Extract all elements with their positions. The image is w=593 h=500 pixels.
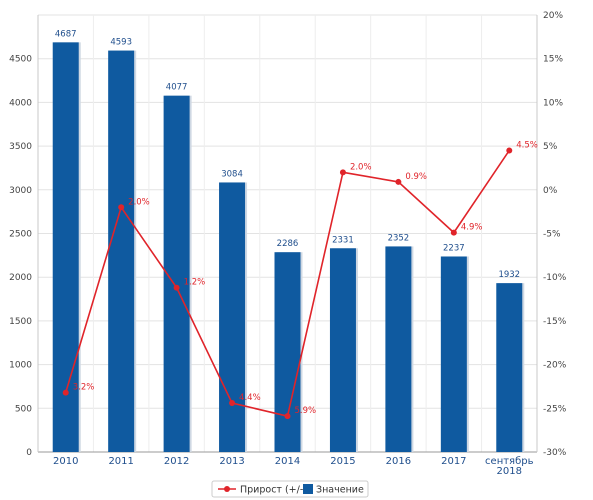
y-right-tick-label: 20% xyxy=(543,11,563,21)
x-tick-label: 2014 xyxy=(275,456,300,467)
bar-value-label: 2352 xyxy=(388,233,410,243)
growth-point xyxy=(118,204,125,211)
legend: Прирост (+/-) Значение xyxy=(211,480,369,498)
bar-value-label: 3084 xyxy=(221,169,243,179)
growth-value-label: 4.9% xyxy=(461,223,483,233)
legend-box xyxy=(211,480,369,498)
y-left-tick-label: 3500 xyxy=(9,142,32,152)
y-left-tick-label: 4000 xyxy=(9,98,32,108)
x-tick-label: 2012 xyxy=(164,456,189,467)
y-left-tick-label: 4500 xyxy=(9,55,32,65)
y-right-tick-label: 0% xyxy=(543,186,558,196)
y-right-tick-label: 10% xyxy=(543,98,563,108)
growth-value-label: 2.0% xyxy=(128,197,150,207)
y-right-tick-label: 5% xyxy=(543,142,558,152)
x-tick-label: 2018 xyxy=(497,466,522,477)
growth-value-label: 1.2% xyxy=(184,278,206,288)
growth-value-label: 0.9% xyxy=(405,172,427,182)
legend-bar-swatch xyxy=(303,484,313,494)
bar xyxy=(496,283,523,452)
y-right-tick-label: -15% xyxy=(543,317,567,327)
growth-value-label: 5.9% xyxy=(295,406,317,416)
growth-point xyxy=(339,169,346,176)
y-left-tick-label: 1000 xyxy=(9,361,32,371)
x-tick-label: 2013 xyxy=(219,456,244,467)
y-right-tick-label: 15% xyxy=(543,55,563,65)
bar-value-label: 4593 xyxy=(110,38,132,48)
growth-point xyxy=(450,229,457,236)
growth-point xyxy=(284,413,291,420)
bar xyxy=(440,256,467,452)
x-tick-label: 2017 xyxy=(441,456,466,467)
x-tick-label: 2011 xyxy=(108,456,133,467)
bar-value-label: 2237 xyxy=(443,243,465,253)
y-left-tick-label: 1500 xyxy=(9,317,32,327)
growth-value-label: 4.4% xyxy=(239,393,261,403)
growth-value-label: 3.2% xyxy=(73,383,95,393)
bar-value-label: 2331 xyxy=(332,235,354,245)
legend-label-value: Значение xyxy=(316,485,364,496)
growth-point xyxy=(506,147,513,154)
y-left-tick-label: 2500 xyxy=(9,230,32,240)
y-left-tick-label: 3000 xyxy=(9,186,32,196)
growth-point xyxy=(173,284,180,291)
y-right-tick-label: -10% xyxy=(543,273,567,283)
bar xyxy=(108,50,135,452)
y-right-tick-label: -25% xyxy=(543,404,567,414)
y-left-tick-label: 500 xyxy=(15,404,32,414)
bar xyxy=(219,182,246,452)
growth-point xyxy=(62,389,69,396)
y-left-tick-label: 2000 xyxy=(9,273,32,283)
y-left-tick-label: 0 xyxy=(26,448,32,458)
legend-line-marker xyxy=(224,486,230,492)
bar xyxy=(329,248,356,452)
growth-value-label: 2.0% xyxy=(350,162,372,172)
bar xyxy=(52,42,79,452)
x-tick-label: 2015 xyxy=(330,456,355,467)
legend-label-growth: Прирост (+/-) xyxy=(240,485,307,496)
bar-value-label: 1932 xyxy=(498,270,520,280)
bar xyxy=(274,252,301,452)
y-right-tick-label: -5% xyxy=(543,230,561,240)
y-right-tick-label: -20% xyxy=(543,361,567,371)
x-tick-label: 2010 xyxy=(53,456,78,467)
growth-value-label: 4.5% xyxy=(516,140,538,150)
bar-value-label: 4077 xyxy=(166,83,188,93)
y-right-tick-label: -30% xyxy=(543,448,567,458)
x-tick-label: сентябрь xyxy=(485,456,534,467)
x-tick-label: 2016 xyxy=(386,456,411,467)
bar xyxy=(385,246,412,452)
growth-point xyxy=(229,400,236,407)
bar-value-label: 2286 xyxy=(277,239,299,249)
growth-point xyxy=(395,178,402,185)
bar-value-label: 4687 xyxy=(55,29,77,39)
